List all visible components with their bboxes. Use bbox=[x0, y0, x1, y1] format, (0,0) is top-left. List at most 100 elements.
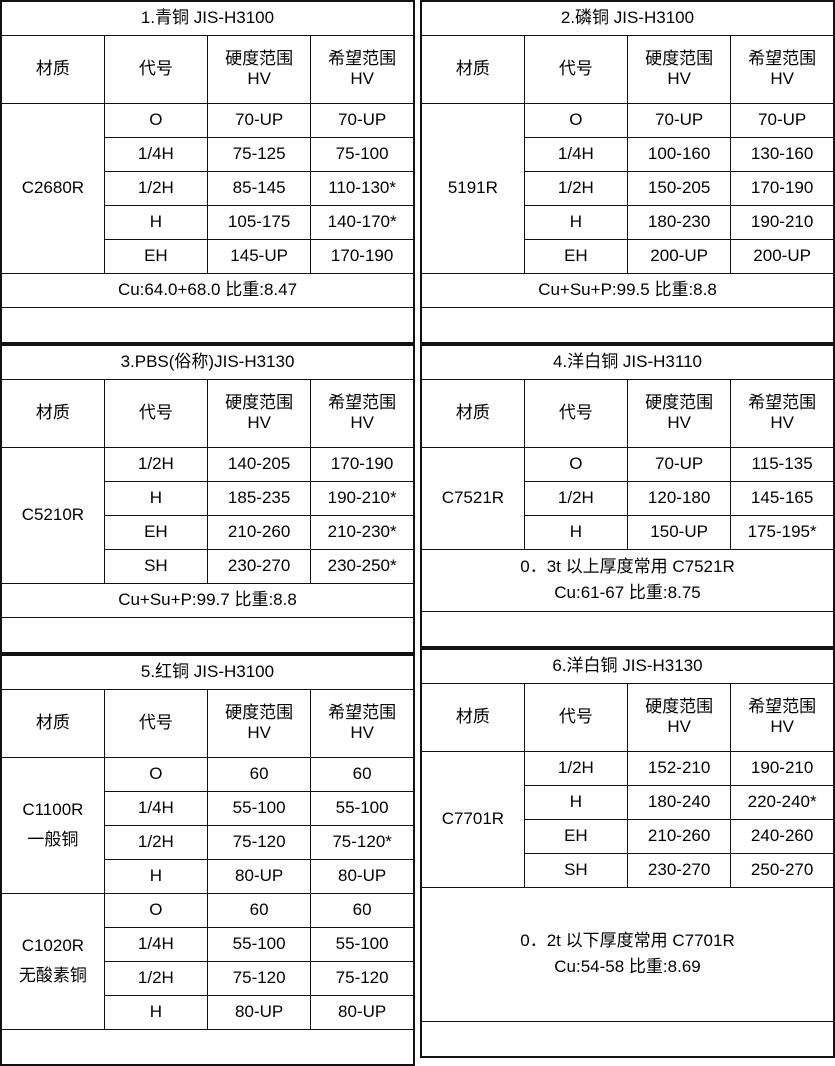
hardness-header-line1: 硬度范围 bbox=[225, 392, 294, 412]
desired-header-unit: HV bbox=[770, 69, 794, 88]
table-header-row: 材质 代号 硬度范围 HV 希望范围 HV bbox=[0, 378, 415, 448]
cell-code: O bbox=[523, 102, 629, 138]
table-title: 3.PBS(俗称)JIS-H3130 bbox=[0, 344, 415, 380]
cell-code: 1/4H bbox=[103, 136, 209, 172]
spacer-cell bbox=[420, 306, 835, 344]
cell-desired-range: 115-135 bbox=[730, 446, 835, 482]
cell-desired-range: 75-100 bbox=[310, 136, 415, 172]
desired-header-unit: HV bbox=[770, 413, 794, 432]
cell-desired-range: 130-160 bbox=[730, 136, 835, 172]
cell-code: EH bbox=[523, 818, 629, 854]
column-header-code: 代号 bbox=[523, 378, 629, 448]
footer-line: Cu+Su+P:99.7 比重:8.8 bbox=[118, 589, 297, 609]
column-header-code: 代号 bbox=[103, 34, 209, 104]
table-header-row: 材质 代号 硬度范围 HV 希望范围 HV bbox=[420, 378, 835, 448]
column-header-code: 代号 bbox=[523, 34, 629, 104]
desired-header-line1: 希望范围 bbox=[328, 702, 397, 722]
table-footer-row: 0．3t 以上厚度常用 C7521R Cu:61-67 比重:8.75 bbox=[420, 548, 835, 612]
table-spacer-row bbox=[420, 610, 835, 648]
cell-desired-range: 250-270 bbox=[730, 852, 835, 888]
table-footer-note: Cu+Su+P:99.7 比重:8.8 bbox=[0, 582, 415, 618]
cell-desired-range: 190-210 bbox=[730, 750, 835, 786]
cell-hardness-range: 200-UP bbox=[626, 238, 732, 274]
cell-code: EH bbox=[523, 238, 629, 274]
material-name-cell: C5210R bbox=[0, 446, 105, 584]
left-table-column: 1.青铜 JIS-H3100 材质 代号 硬度范围 HV 希望范围 HV C2680R O 70-… bbox=[0, 0, 415, 1066]
hardness-header-unit: HV bbox=[667, 69, 691, 88]
cell-hardness-range: 150-205 bbox=[626, 170, 732, 206]
column-header-hardness-range: 硬度范围 HV bbox=[206, 688, 312, 758]
table-footer-note: Cu:64.0+68.0 比重:8.47 bbox=[0, 272, 415, 308]
table-footer-row: Cu+Su+P:99.5 比重:8.8 bbox=[420, 272, 835, 308]
cell-hardness-range: 120-180 bbox=[626, 480, 732, 516]
table-row: H 80-UP 80-UP bbox=[1, 858, 415, 894]
table-spacer-row bbox=[0, 616, 415, 654]
hardness-header-unit: HV bbox=[247, 69, 271, 88]
material-name-sub: 无酸素铜 bbox=[18, 965, 87, 985]
table-row: C1020R 无酸素铜 O 60 60 bbox=[0, 892, 415, 1030]
table-title: 5.红铜 JIS-H3100 bbox=[0, 654, 415, 690]
cell-hardness-range: 185-235 bbox=[206, 480, 312, 516]
cell-desired-range: 55-100 bbox=[310, 926, 415, 962]
cell-hardness-range: 75-125 bbox=[206, 136, 312, 172]
column-header-hardness-range: 硬度范围 HV bbox=[206, 34, 312, 104]
cell-hardness-range: 70-UP bbox=[626, 446, 732, 482]
table-row: H 185-235 190-210* bbox=[1, 480, 415, 516]
cell-hardness-range: 210-260 bbox=[626, 818, 732, 854]
desired-header-unit: HV bbox=[770, 717, 794, 736]
column-header-hardness-range: 硬度范围 HV bbox=[626, 682, 732, 752]
cell-desired-range: 200-UP bbox=[730, 238, 835, 274]
hardness-header-unit: HV bbox=[667, 413, 691, 432]
material-name: C1020R bbox=[21, 936, 85, 956]
cell-hardness-range: 75-120 bbox=[206, 824, 312, 860]
table-row: 1/4H 55-100 55-100 bbox=[1, 926, 415, 962]
cell-hardness-range: 55-100 bbox=[206, 790, 312, 826]
material-name: C1100R bbox=[22, 800, 84, 820]
cell-desired-range: 240-260 bbox=[730, 818, 835, 854]
cell-desired-range: 75-120 bbox=[310, 960, 415, 996]
cell-desired-range: 140-170* bbox=[310, 204, 415, 240]
right-table-column: 2.磷铜 JIS-H3100 材质 代号 硬度范围 HV 希望范围 HV 5191R O 70-U… bbox=[420, 0, 835, 1058]
table-6: 6.洋白铜 JIS-H3130 材质 代号 硬度范围 HV 希望范围 HV C7701R 1/2… bbox=[420, 648, 835, 1058]
hardness-header-line1: 硬度范围 bbox=[645, 48, 714, 68]
cell-desired-range: 55-100 bbox=[310, 790, 415, 826]
column-header-hardness-range: 硬度范围 HV bbox=[626, 378, 732, 448]
cell-code: SH bbox=[103, 548, 209, 584]
column-header-material: 材质 bbox=[0, 378, 105, 448]
column-header-material: 材质 bbox=[0, 688, 105, 758]
cell-desired-range: 190-210 bbox=[730, 204, 835, 240]
cell-code: EH bbox=[103, 238, 209, 274]
footer-line: Cu:64.0+68.0 比重:8.47 bbox=[117, 279, 298, 299]
cell-desired-range: 190-210* bbox=[310, 480, 415, 516]
cell-desired-range: 110-130* bbox=[310, 170, 415, 206]
column-header-material: 材质 bbox=[420, 34, 525, 104]
cell-desired-range: 75-120* bbox=[310, 824, 415, 860]
table-footer-note: 0．3t 以上厚度常用 C7521R Cu:61-67 比重:8.75 bbox=[420, 548, 835, 612]
column-header-code: 代号 bbox=[523, 682, 629, 752]
table-row: 1/2H 75-120 75-120* bbox=[1, 824, 415, 860]
material-name-cell: C1020R 无酸素铜 bbox=[0, 892, 105, 1030]
column-header-desired-range: 希望范围 HV bbox=[730, 34, 835, 104]
cell-desired-range: 60 bbox=[310, 892, 415, 928]
cell-desired-range: 170-190 bbox=[310, 238, 415, 274]
cell-code: H bbox=[523, 784, 629, 820]
hardness-header-unit: HV bbox=[247, 723, 271, 742]
cell-code: O bbox=[103, 102, 209, 138]
cell-hardness-range: 100-160 bbox=[626, 136, 732, 172]
table-title: 2.磷铜 JIS-H3100 bbox=[420, 0, 835, 36]
material-name-cell: C7701R bbox=[420, 750, 525, 888]
cell-code: H bbox=[523, 204, 629, 240]
cell-desired-range: 210-230* bbox=[310, 514, 415, 550]
cell-hardness-range: 80-UP bbox=[206, 858, 312, 894]
table-footer-note: 0．2t 以下厚度常用 C7701R Cu:54-58 比重:8.69 bbox=[420, 886, 835, 1022]
cell-hardness-range: 55-100 bbox=[206, 926, 312, 962]
table-row: 1/2H 120-180 145-165 bbox=[421, 480, 835, 516]
footer-line: Cu+Su+P:99.5 比重:8.8 bbox=[538, 279, 717, 299]
column-header-code: 代号 bbox=[103, 378, 209, 448]
table-row: 1/4H 55-100 55-100 bbox=[1, 790, 415, 826]
hardness-header-line1: 硬度范围 bbox=[645, 392, 714, 412]
table-row: H 150-UP 175-195* bbox=[421, 514, 835, 550]
cell-desired-range: 175-195* bbox=[730, 514, 835, 550]
table-row: EH 210-260 210-230* bbox=[1, 514, 415, 550]
table-header-row: 材质 代号 硬度范围 HV 希望范围 HV bbox=[0, 688, 415, 758]
